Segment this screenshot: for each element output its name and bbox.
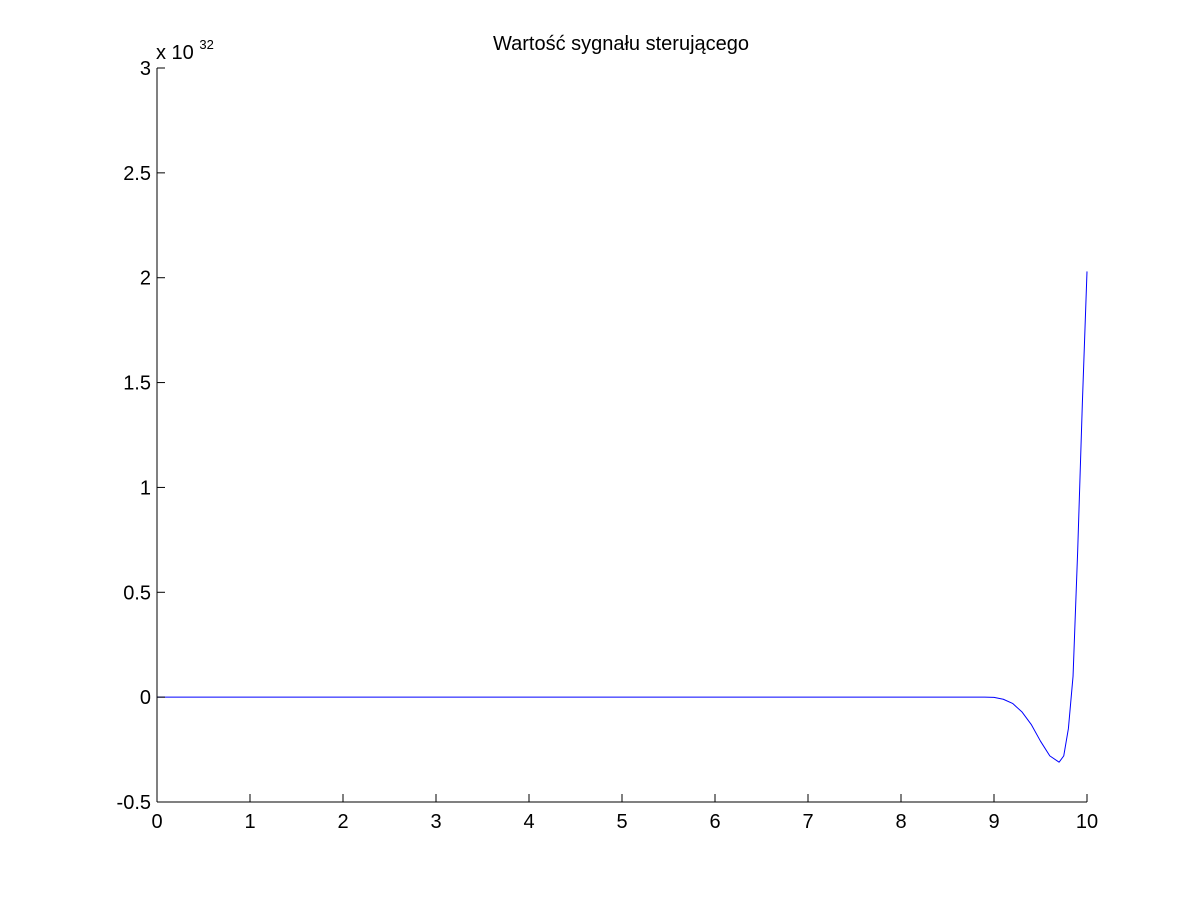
plot-area xyxy=(157,68,1087,802)
y-tick-label: 0.5 xyxy=(123,582,151,604)
y-axis-exponent-power: 32 xyxy=(199,37,213,52)
x-tick-label: 7 xyxy=(802,811,813,833)
y-tick-label: -0.5 xyxy=(117,792,151,814)
y-tick-label: 0 xyxy=(140,687,151,709)
x-tick-label: 4 xyxy=(523,811,534,833)
x-tick-label: 10 xyxy=(1076,811,1098,833)
chart-title: Wartość sygnału sterującego xyxy=(493,33,749,55)
x-tick-label: 5 xyxy=(616,811,627,833)
x-tick-label: 6 xyxy=(709,811,720,833)
x-tick-label: 0 xyxy=(151,811,162,833)
series-layer xyxy=(157,271,1088,763)
plot-background xyxy=(157,68,1087,802)
y-tick-label: 3 xyxy=(140,58,151,80)
x-tick-label: 1 xyxy=(244,811,255,833)
y-axis-exponent-prefix: x 10 xyxy=(156,42,194,64)
x-tick-label: 9 xyxy=(988,811,999,833)
x-tick-label: 3 xyxy=(430,811,441,833)
y-tick-label: 2 xyxy=(140,268,151,290)
y-axis-exponent: x 10 32 xyxy=(156,37,214,64)
series-line-1 xyxy=(157,271,1088,763)
x-tick-label: 2 xyxy=(337,811,348,833)
x-tick-label: 8 xyxy=(895,811,906,833)
y-tick-label: 2.5 xyxy=(123,163,151,185)
y-tick-label: 1 xyxy=(140,477,151,499)
y-tick-label: 1.5 xyxy=(123,373,151,395)
axes-layer xyxy=(156,67,1088,803)
